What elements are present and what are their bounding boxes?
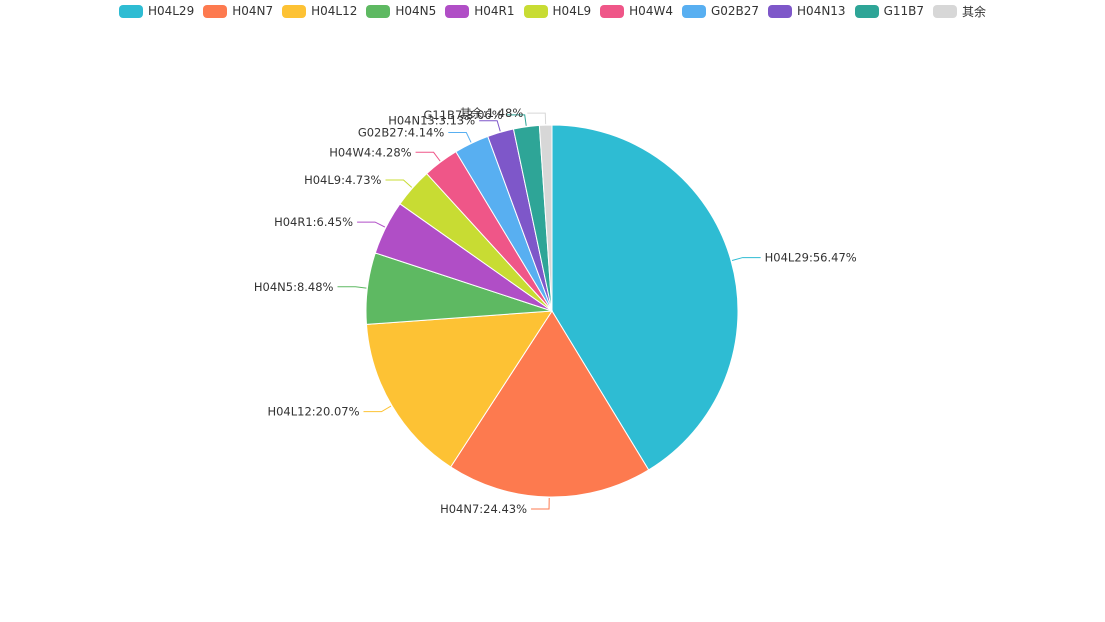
- slice-label: H04W4:4.28%: [329, 145, 411, 159]
- slice-label: H04N5:8.48%: [254, 280, 334, 294]
- label-leader-line: [479, 121, 500, 132]
- slice-label: H04L9:4.73%: [304, 173, 381, 187]
- label-leader-line: [527, 113, 545, 124]
- slice-label: H04L29:56.47%: [765, 251, 857, 265]
- label-leader-line: [531, 498, 549, 509]
- slice-label: 其余:1.48%: [460, 106, 523, 120]
- slice-label: H04R1:6.45%: [274, 215, 353, 229]
- slice-label: H04N7:24.43%: [440, 502, 527, 516]
- label-leader-line: [337, 287, 366, 288]
- label-leader-line: [448, 133, 471, 143]
- label-leader-line: [357, 222, 385, 227]
- label-leader-line: [364, 406, 391, 412]
- pie-slices: [366, 125, 738, 497]
- label-leader-line: [385, 180, 411, 187]
- slice-label: H04L12:20.07%: [267, 405, 359, 419]
- label-leader-line: [416, 152, 441, 161]
- label-leader-line: [732, 258, 761, 261]
